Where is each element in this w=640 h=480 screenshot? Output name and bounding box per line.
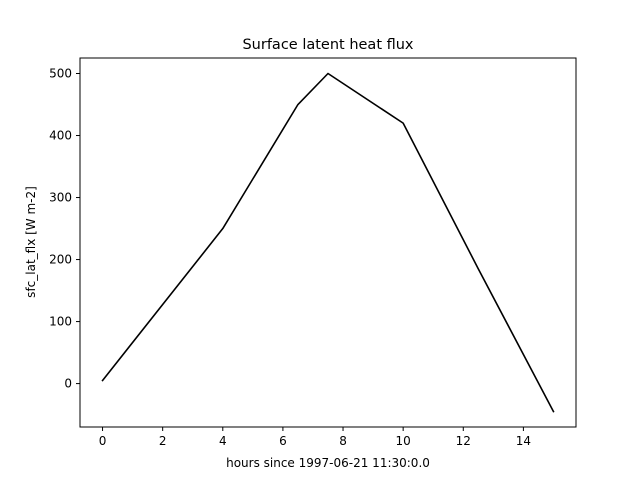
x-tick-label: 10 xyxy=(396,434,411,448)
y-tick-label: 500 xyxy=(49,67,72,81)
y-tick-label: 300 xyxy=(49,191,72,205)
plot-area: 0 2 4 6 8 10 12 14 0 100 200 300 400 500 xyxy=(49,57,577,448)
y-tick-label: 200 xyxy=(49,253,72,267)
y-axis-label: sfc_lat_flx [W m-2] xyxy=(24,186,38,298)
y-tick-label: 400 xyxy=(49,129,72,143)
y-tick-label: 0 xyxy=(64,377,72,391)
x-tick-label: 14 xyxy=(516,434,531,448)
data-series-line-0 xyxy=(101,72,555,413)
x-tick-label: 8 xyxy=(339,434,347,448)
x-tick-label: 2 xyxy=(159,434,167,448)
x-axis-label: hours since 1997-06-21 11:30:0.0 xyxy=(226,456,430,470)
x-tick-label: 4 xyxy=(219,434,227,448)
axes-frame xyxy=(79,57,577,428)
x-tick-label: 0 xyxy=(99,434,107,448)
x-tick-label: 12 xyxy=(456,434,471,448)
chart-title: Surface latent heat flux xyxy=(242,37,413,53)
x-tick-label: 6 xyxy=(279,434,287,448)
y-tick-label: 100 xyxy=(49,315,72,329)
